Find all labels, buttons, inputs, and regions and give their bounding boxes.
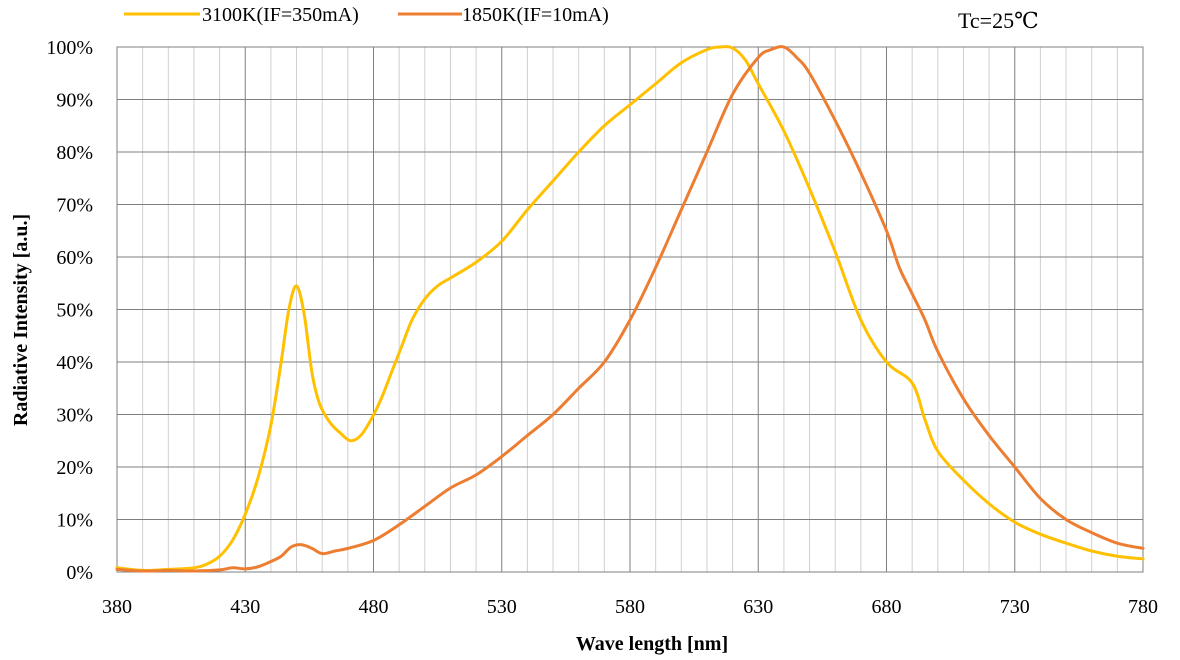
legend: 3100K(IF=350mA) 1850K(IF=10mA) xyxy=(124,4,609,26)
y-axis-tick-labels: 0% 10% 20% 30% 40% 50% 60% 70% 80% 90% 100% xyxy=(46,37,93,584)
y-tick-label: 50% xyxy=(56,300,93,322)
y-tick-label: 60% xyxy=(56,247,93,269)
x-tick-label: 380 xyxy=(102,596,132,618)
y-tick-label: 10% xyxy=(56,510,93,532)
x-tick-label: 580 xyxy=(615,596,645,618)
legend-label-1850k: 1850K(IF=10mA) xyxy=(462,4,609,26)
y-tick-label: 0% xyxy=(66,562,93,584)
y-axis-title: Radiative Intensity [a.u.] xyxy=(10,214,32,426)
temperature-annotation: Tc=25℃ xyxy=(958,8,1039,33)
y-tick-label: 40% xyxy=(56,352,93,374)
y-tick-label: 80% xyxy=(56,142,93,164)
y-tick-label: 100% xyxy=(46,37,93,59)
x-tick-label: 780 xyxy=(1128,596,1158,618)
x-tick-label: 480 xyxy=(359,596,389,618)
y-tick-label: 30% xyxy=(56,405,93,427)
x-axis-title: Wave length [nm] xyxy=(576,633,728,655)
x-axis-tick-labels: 380 430 480 530 580 630 680 730 780 xyxy=(102,596,1158,618)
series-layer xyxy=(115,45,1145,573)
series-line-1850k xyxy=(115,45,1145,573)
x-tick-label: 730 xyxy=(1000,596,1030,618)
y-tick-label: 20% xyxy=(56,457,93,479)
plot-area-border xyxy=(116,46,1144,573)
x-tick-label: 630 xyxy=(743,596,773,618)
y-tick-label: 90% xyxy=(56,90,93,112)
x-tick-label: 680 xyxy=(872,596,902,618)
x-tick-label: 430 xyxy=(230,596,260,618)
series-line-3100k xyxy=(115,45,1145,572)
x-tick-label: 530 xyxy=(487,596,517,618)
y-tick-label: 70% xyxy=(56,195,93,217)
legend-label-3100k: 3100K(IF=350mA) xyxy=(202,4,359,26)
